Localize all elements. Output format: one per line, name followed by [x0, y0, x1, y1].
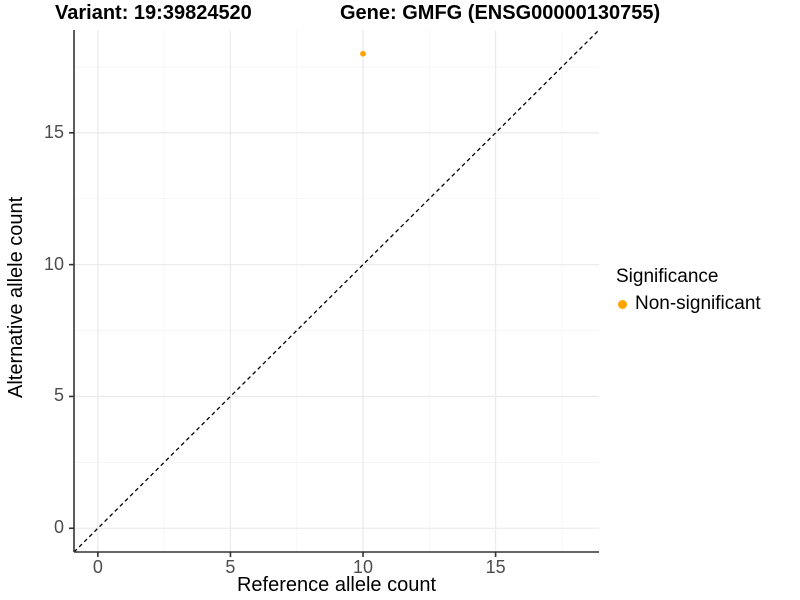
variant-title: Variant: 19:39824520: [55, 2, 252, 24]
legend-title: Significance: [616, 266, 719, 287]
x-axis-label: Reference allele count: [236, 574, 436, 596]
x-tick-label: 5: [225, 557, 236, 577]
legend-item: Non-significant: [616, 293, 761, 315]
x-tick-label: 15: [485, 557, 506, 577]
x-tick-label: 10: [352, 557, 374, 577]
legend-item-label: Non-significant: [635, 293, 761, 314]
y-axis-label: Alternative allele count: [5, 196, 27, 398]
y-tick-label: 10: [43, 253, 64, 274]
y-tick-label: 0: [53, 517, 64, 538]
y-tick-label: 15: [43, 121, 64, 142]
y-tick-label: 5: [53, 385, 64, 406]
legend-items: Non-significant: [616, 293, 761, 315]
gene-title: Gene: GMFG (ENSG00000130755): [340, 2, 661, 24]
legend: Significance Non-significant: [616, 266, 761, 315]
x-tick-label: 0: [92, 557, 103, 577]
identity-reference-line: [73, 29, 600, 553]
data-point: [360, 50, 366, 57]
legend-key-dot-icon: [618, 299, 627, 309]
